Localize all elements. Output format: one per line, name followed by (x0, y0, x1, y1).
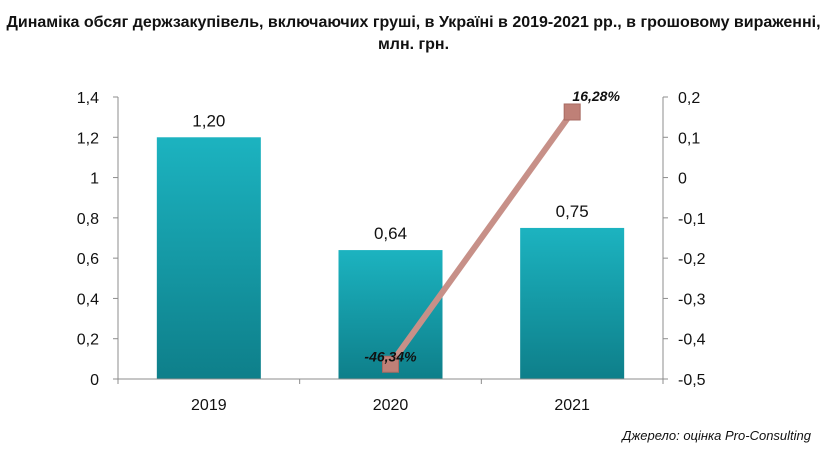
bar-2021 (520, 227, 625, 379)
right-tick-label: 0 (678, 171, 687, 188)
right-tick-label: 0,1 (678, 130, 700, 147)
axes-layer: 0 0,2 0,4 0,6 0,8 1 1,2 1,4 -0,5 -0,4 -0,3 -0,2 -0,1… (77, 90, 706, 414)
right-tick-label: -0,1 (678, 211, 706, 228)
bar-value-label: 0,64 (374, 224, 407, 243)
bar-2019 (156, 137, 261, 379)
right-tick-label: -0,5 (678, 372, 706, 389)
chart-title: Динаміка обсяг держзакупівель, включаючи… (6, 14, 821, 53)
growth-label: 16,28% (572, 88, 620, 104)
left-tick-label: 1 (90, 171, 99, 188)
growth-marker (382, 355, 399, 373)
line-series-layer: -46,34% 16,28% (364, 88, 620, 373)
left-tick-label: 0,2 (77, 332, 99, 349)
chart-source: Джерело: оцінка Pro-Consulting (622, 428, 811, 443)
left-tick-label: 0,6 (77, 251, 99, 268)
x-tick-label: 2021 (554, 397, 590, 414)
right-tick-label: -0,2 (678, 251, 706, 268)
bars-layer: 1,20 0,64 0,75 (156, 111, 625, 379)
growth-line (388, 110, 575, 367)
left-tick-label: 1,2 (77, 130, 99, 147)
bar-value-label: 1,20 (192, 111, 225, 130)
x-tick-label: 2020 (373, 397, 409, 414)
left-tick-label: 1,4 (77, 90, 99, 107)
right-tick-label: -0,4 (678, 332, 706, 349)
left-tick-label: 0 (90, 372, 99, 389)
left-tick-label: 0,4 (77, 291, 99, 308)
x-tick-label: 2019 (191, 397, 227, 414)
right-tick-label: 0,2 (678, 90, 700, 107)
right-tick-label: -0,3 (678, 291, 706, 308)
bar-value-label: 0,75 (556, 202, 589, 221)
left-tick-label: 0,8 (77, 211, 99, 228)
growth-marker (563, 103, 581, 121)
growth-label: -46,34% (364, 348, 417, 364)
